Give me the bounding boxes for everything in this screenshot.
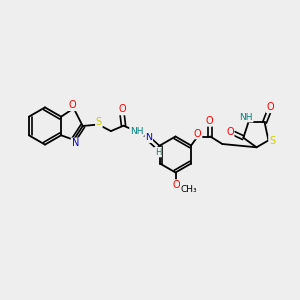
Text: N: N	[71, 138, 79, 148]
Text: S: S	[96, 117, 102, 127]
Text: O: O	[266, 102, 274, 112]
Text: O: O	[205, 116, 213, 126]
Text: O: O	[194, 128, 202, 139]
Text: NH: NH	[130, 127, 143, 136]
Text: CH₃: CH₃	[181, 185, 197, 194]
Text: NH: NH	[239, 113, 253, 122]
Text: H: H	[155, 148, 161, 157]
Text: O: O	[68, 100, 76, 110]
Text: N: N	[145, 133, 152, 142]
Text: O: O	[226, 127, 234, 137]
Text: O: O	[118, 104, 126, 115]
Text: O: O	[172, 180, 180, 190]
Text: S: S	[269, 136, 275, 146]
